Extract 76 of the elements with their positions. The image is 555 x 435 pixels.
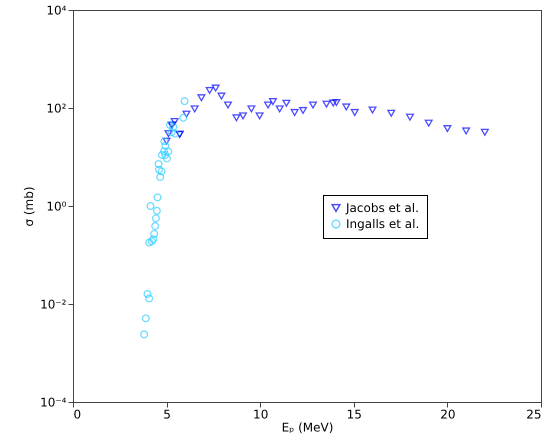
x-tick-label: 0 [74,408,82,422]
point [332,99,340,106]
point [164,130,172,138]
point [290,108,299,116]
point [224,101,232,109]
point [480,128,489,136]
point [160,137,168,146]
point [350,108,359,116]
point [238,112,247,120]
point [161,150,170,159]
point [164,147,172,156]
point [268,98,277,106]
point [158,167,166,176]
point [282,100,290,107]
x-tick-label: 15 [346,408,362,422]
point [149,235,158,244]
point [217,92,226,100]
point [206,86,214,94]
point [151,222,160,230]
point [145,294,154,302]
point [424,120,433,127]
point [212,84,220,92]
point [342,103,350,111]
point [161,142,170,150]
point [152,206,161,215]
point [462,127,470,135]
point [190,105,199,112]
point [182,110,190,118]
point [179,114,188,122]
point [329,100,338,107]
point [232,114,240,122]
point [276,105,284,112]
point [162,138,171,145]
point [247,105,256,112]
point [154,193,162,202]
x-tick-label: 10 [253,408,268,422]
point [180,97,189,106]
point [170,118,179,126]
point [152,214,160,222]
point [264,101,272,109]
y-tick-label: 10⁰ [46,200,67,214]
x-axis-title: Eₚ (MeV) [282,420,334,434]
point [140,330,148,338]
y-axis-title: σ (mb) [22,186,36,227]
point [368,106,377,114]
x-tick-label: 5 [163,408,171,422]
point [154,160,163,168]
y-tick-label: 10⁴ [46,4,67,18]
point [197,94,206,102]
point [156,173,164,182]
point [171,130,180,138]
point [158,150,166,159]
y-tick-label: 10⁻⁴ [40,396,67,410]
point [387,110,396,117]
point [256,112,264,120]
point [322,100,330,108]
legend-label: Jacobs et al. [345,201,419,215]
x-tick-label: 25 [526,408,542,422]
point [142,314,150,322]
y-tick-label: 10⁻² [40,298,67,312]
point [144,290,152,298]
point [160,147,168,156]
point [145,238,154,246]
point [406,114,414,121]
point [308,101,317,109]
point [168,128,176,136]
y-tick-label: 10² [46,102,67,116]
point [443,125,452,132]
point [150,230,158,238]
point [146,202,155,210]
point [299,106,308,114]
point [154,166,163,174]
x-tick-label: 20 [440,408,456,422]
legend-label: Ingalls et al. [346,217,420,231]
point [148,237,156,246]
point [162,154,171,163]
